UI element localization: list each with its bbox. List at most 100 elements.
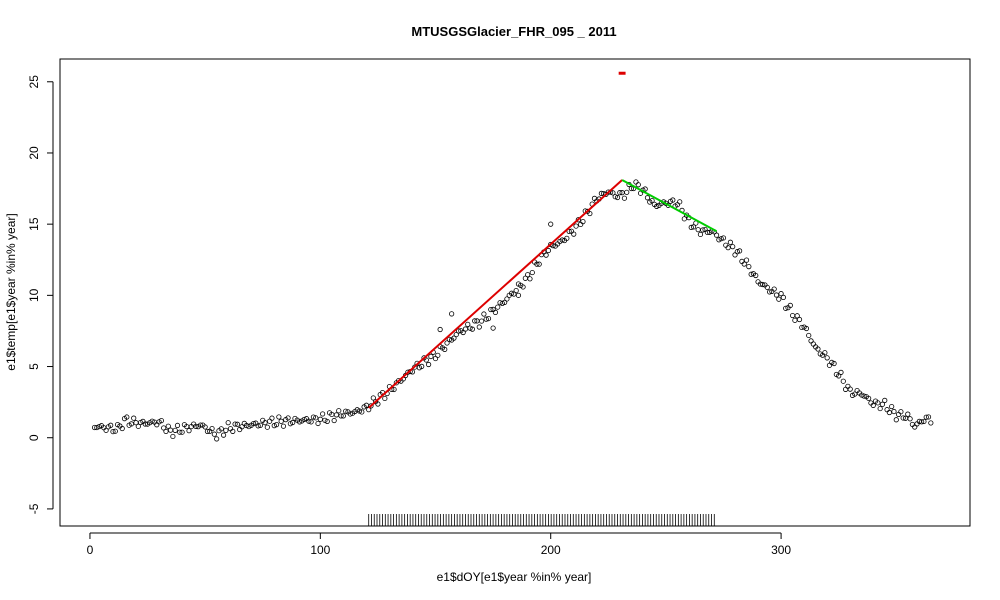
fit-lines — [368, 71, 718, 409]
data-point — [218, 426, 224, 432]
data-point — [748, 271, 754, 277]
data-point — [905, 411, 911, 417]
data-point — [179, 429, 185, 435]
data-point — [131, 415, 137, 421]
data-point — [670, 197, 676, 203]
data-point — [690, 224, 697, 230]
data-point — [502, 299, 508, 305]
data-point — [214, 436, 220, 442]
data-point — [426, 361, 432, 368]
data-point — [209, 425, 215, 432]
data-point — [186, 428, 192, 434]
data-point — [564, 235, 570, 241]
data-point — [476, 324, 482, 330]
data-point — [211, 431, 217, 437]
data-point — [725, 245, 731, 251]
data-point — [451, 335, 457, 341]
chart-title: MTUSGSGlacier_FHR_095 _ 2011 — [411, 24, 616, 39]
data-point — [734, 249, 740, 255]
data-point — [460, 329, 466, 336]
data-point — [764, 284, 770, 290]
data-point — [635, 182, 641, 188]
y-axis-label: e1$temp[e1$year %in% year] — [4, 213, 18, 370]
data-point — [566, 228, 572, 235]
x-axis: 0 100 200 300 — [87, 532, 791, 557]
data-point — [481, 311, 487, 317]
data-point — [720, 235, 727, 241]
data-point — [264, 424, 270, 430]
fit-line-falling — [621, 179, 718, 233]
data-point — [621, 195, 628, 201]
data-point — [347, 411, 353, 417]
data-point — [128, 421, 135, 427]
data-point — [391, 386, 397, 393]
data-point — [513, 287, 519, 294]
data-point — [444, 340, 450, 346]
data-point — [704, 229, 710, 235]
data-point — [760, 281, 766, 288]
data-point — [492, 309, 499, 315]
data-point — [866, 395, 872, 401]
data-point — [778, 291, 784, 297]
data-point — [310, 414, 317, 420]
data-point — [465, 321, 471, 327]
y-tick-label: 15 — [27, 217, 41, 231]
data-point — [359, 409, 365, 415]
data-point — [368, 403, 374, 409]
data-point — [504, 296, 510, 302]
data-point — [766, 289, 773, 295]
data-point — [306, 418, 312, 424]
data-point — [331, 417, 337, 424]
data-point — [449, 311, 455, 317]
data-point — [806, 332, 812, 339]
data-point — [882, 397, 888, 403]
data-point — [730, 244, 736, 250]
data-point — [370, 395, 376, 401]
data-point — [103, 427, 109, 433]
data-point — [485, 315, 492, 322]
data-point — [508, 290, 515, 296]
data-point — [161, 425, 167, 431]
data-point — [423, 357, 429, 363]
data-point — [158, 418, 164, 424]
data-point — [167, 427, 174, 433]
data-point — [230, 428, 236, 434]
data-point — [225, 420, 231, 426]
data-point — [580, 218, 586, 225]
data-point — [220, 432, 227, 438]
data-point — [624, 189, 630, 195]
data-point — [688, 224, 694, 230]
data-point — [112, 428, 118, 434]
data-point — [886, 409, 892, 416]
data-point — [488, 306, 494, 313]
data-point — [529, 269, 535, 276]
data-point — [845, 383, 851, 389]
data-point — [536, 261, 542, 267]
data-point — [743, 257, 750, 263]
data-point — [170, 433, 176, 440]
y-tick-label: 5 — [27, 363, 41, 370]
data-point — [320, 411, 326, 417]
data-point — [204, 428, 211, 435]
rug-marks — [368, 514, 715, 526]
data-point — [317, 416, 323, 422]
data-point — [573, 223, 579, 229]
data-point — [338, 413, 344, 419]
data-point — [250, 420, 257, 427]
data-point — [836, 373, 842, 379]
data-point — [280, 423, 287, 429]
data-point — [773, 292, 780, 298]
x-tick-label: 100 — [310, 543, 330, 557]
data-point — [437, 326, 443, 333]
data-point — [455, 328, 462, 334]
data-point — [511, 291, 517, 297]
data-point — [202, 424, 208, 430]
data-point — [197, 422, 204, 428]
data-point — [870, 402, 876, 408]
data-point — [697, 231, 704, 238]
data-point — [96, 423, 102, 430]
data-point — [796, 316, 803, 323]
data-point — [875, 400, 881, 406]
data-point — [428, 353, 434, 360]
data-point — [925, 414, 932, 420]
